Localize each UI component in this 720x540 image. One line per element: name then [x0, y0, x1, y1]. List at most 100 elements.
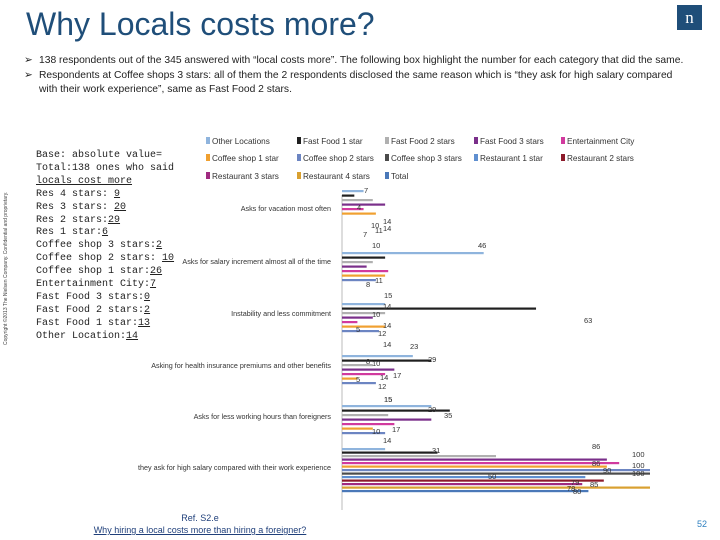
legend-label: Restaurant 2 stars	[567, 154, 634, 163]
data-label: 5	[356, 325, 360, 334]
base-row-value: 0	[144, 291, 151, 303]
data-label: 11	[375, 276, 383, 285]
bar	[342, 303, 386, 306]
base-row-label: Other Location:	[36, 330, 127, 342]
base-row: Base: absolute value=	[36, 150, 176, 163]
bar	[342, 423, 395, 426]
bullet-list: ➢ 138 respondents out of the 345 answere…	[24, 54, 690, 98]
legend-swatch	[385, 154, 389, 161]
bar	[342, 451, 438, 454]
data-label: 23	[410, 342, 418, 351]
data-label: 8	[366, 357, 370, 366]
bullet-arrow-icon: ➢	[24, 69, 33, 81]
data-label: 90	[603, 466, 611, 475]
data-label: 12	[378, 329, 386, 338]
legend-label: Total	[391, 172, 408, 181]
base-row: Total:138 ones who said	[36, 163, 176, 176]
data-label: 7	[364, 186, 368, 195]
base-row-value: 9	[114, 188, 121, 200]
base-box: Base: absolute value= Total:138 ones who …	[36, 150, 176, 344]
data-label: 7	[363, 230, 367, 239]
bar	[342, 364, 373, 367]
reference-note: Ref. S2.e Why hiring a local costs more …	[60, 512, 340, 536]
legend-label: Coffee shop 1 star	[212, 154, 279, 163]
data-label: 15	[384, 291, 392, 300]
bullet-item: ➢ Respondents at Coffee shops 3 stars: a…	[24, 69, 690, 98]
data-label: 78	[567, 484, 575, 493]
bar	[342, 427, 373, 430]
bar	[342, 432, 386, 435]
bar	[342, 321, 358, 324]
legend-label: Restaurant 4 stars	[303, 172, 370, 181]
legend-label: Coffee shop 3 stars	[391, 154, 462, 163]
bar	[342, 265, 367, 268]
base-row-label: Base: absolute value=	[36, 150, 163, 161]
base-row: Fast Food 2 stars:2	[36, 305, 176, 318]
legend-label: Restaurant 1 star	[480, 154, 543, 163]
bar	[342, 373, 386, 376]
data-label: 14	[383, 217, 391, 226]
legend-label: Fast Food 3 stars	[480, 137, 544, 146]
legend-swatch	[297, 137, 301, 144]
base-row-label: Fast Food 3 stars:	[36, 291, 145, 303]
bar	[342, 279, 376, 282]
data-label: 14	[383, 340, 391, 349]
bar	[342, 199, 373, 202]
category-label: Asks for salary increment almost all of …	[182, 257, 331, 266]
bar	[342, 455, 496, 458]
base-row: locals cost more	[36, 176, 176, 189]
data-label: 17	[392, 425, 400, 434]
base-row-value: 6	[102, 227, 109, 239]
data-label: 86	[592, 442, 600, 451]
slide-title: Why Locals costs more?	[26, 6, 375, 42]
category-label: Instability and less commitment	[231, 309, 331, 318]
base-row-label: Coffee shop 3 stars:	[36, 240, 157, 252]
base-row-label: Total:138 ones who said	[36, 162, 175, 174]
data-label: 17	[393, 371, 401, 380]
legend-swatch	[297, 154, 301, 161]
legend-label: Coffee shop 2 stars	[303, 154, 374, 163]
data-label: 10	[371, 221, 379, 230]
ref-code: Ref. S2.e	[181, 513, 219, 523]
base-row: Entertainment City:7	[36, 279, 176, 292]
base-row: Other Location:14	[36, 331, 176, 344]
legend-swatch	[297, 172, 301, 179]
bar	[342, 270, 389, 273]
base-row: Res 4 stars: 9	[36, 189, 176, 202]
category-label: Asking for health insurance premiums and…	[151, 361, 331, 370]
data-label: 14	[383, 224, 391, 233]
legend-label: Fast Food 1 star	[303, 137, 363, 146]
base-row-label: Entertainment City:	[36, 279, 151, 291]
data-label: 86	[592, 459, 600, 468]
legend-label: Restaurant 3 stars	[212, 172, 279, 181]
side-strip: Copyright ©2013 The Nielsen Company. Con…	[0, 0, 18, 540]
base-row-label: Coffee shop 2 stars:	[36, 253, 163, 265]
data-label: 11	[375, 226, 383, 235]
base-row-value: 10	[162, 253, 175, 265]
base-row-label: Fast Food 2 stars:	[36, 304, 145, 316]
base-row: Res 3 stars: 20	[36, 202, 176, 215]
legend-swatch	[385, 172, 389, 179]
base-row: Fast Food 3 stars:0	[36, 292, 176, 305]
bar	[342, 382, 376, 385]
base-row: Fast Food 1 star:13	[36, 318, 176, 331]
base-row-label: Res 1 star:	[36, 227, 103, 239]
bullet-item: ➢ 138 respondents out of the 345 answere…	[24, 54, 690, 69]
bar	[342, 355, 413, 358]
data-label: 100	[632, 461, 645, 470]
bar	[342, 409, 450, 412]
bar	[342, 261, 373, 264]
bar	[342, 483, 583, 486]
bar	[342, 316, 373, 319]
data-label: 46	[478, 241, 486, 250]
base-row: Coffee shop 1 star:26	[36, 266, 176, 279]
data-label: 14	[380, 373, 388, 382]
bar	[342, 377, 358, 380]
base-row-value: 7	[150, 279, 157, 291]
bar	[342, 307, 537, 310]
bar	[342, 490, 589, 493]
base-row: Coffee shop 3 stars:2	[36, 240, 176, 253]
bar	[342, 194, 355, 197]
data-label: 14	[383, 436, 391, 445]
bar	[342, 212, 376, 215]
